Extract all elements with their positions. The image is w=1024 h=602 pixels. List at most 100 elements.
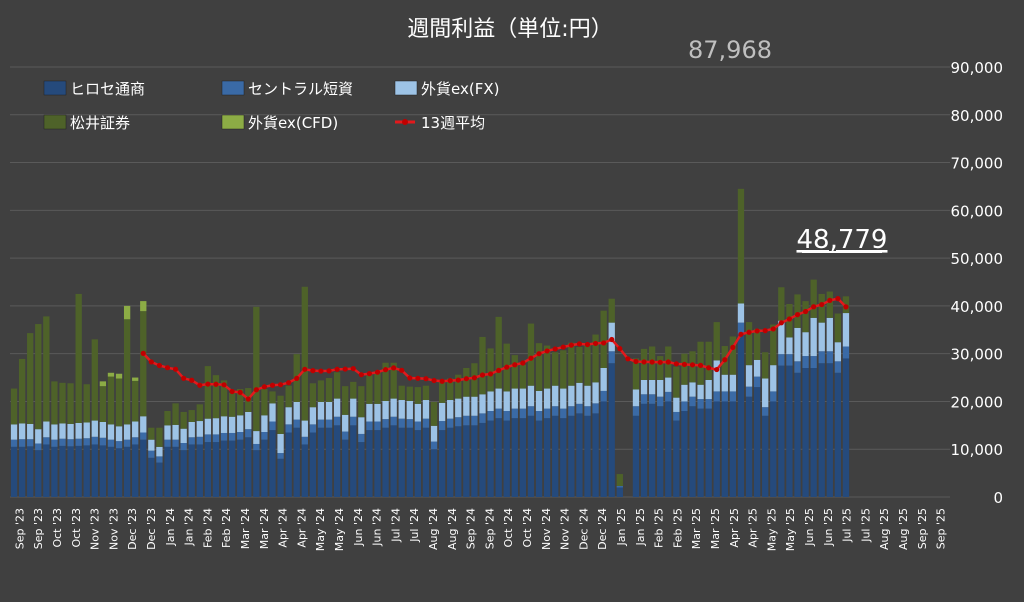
bar-segment bbox=[818, 293, 825, 323]
moving-average-point bbox=[641, 359, 647, 365]
bar-segment bbox=[657, 406, 664, 497]
bar-segment bbox=[27, 333, 34, 424]
bar-segment bbox=[600, 368, 607, 391]
x-tick-label: Jul '24 bbox=[408, 508, 421, 543]
bar-segment bbox=[487, 411, 494, 421]
bar-segment bbox=[689, 406, 696, 497]
bar-segment bbox=[333, 372, 341, 399]
bar-segment bbox=[18, 446, 26, 497]
moving-average-point bbox=[302, 366, 308, 372]
bar-segment bbox=[75, 422, 82, 439]
bar-segment bbox=[180, 428, 187, 444]
moving-average-point bbox=[431, 377, 437, 384]
bar-segment bbox=[293, 427, 300, 497]
x-tick-label: Mar '24 bbox=[258, 508, 271, 549]
bar-segment bbox=[430, 401, 438, 426]
bar-segment bbox=[253, 431, 260, 444]
moving-average-point bbox=[205, 381, 211, 387]
bar-segment bbox=[366, 403, 373, 422]
x-tick-label: Feb '24 bbox=[220, 508, 233, 548]
bar-segment bbox=[576, 382, 583, 404]
moving-average-point bbox=[471, 375, 478, 381]
moving-average-point bbox=[568, 342, 574, 348]
bar-segment bbox=[762, 352, 769, 379]
bar-segment bbox=[737, 303, 745, 323]
bar-segment bbox=[156, 456, 163, 463]
legend-swatch bbox=[221, 80, 245, 96]
moving-average-point bbox=[496, 367, 502, 373]
bar-segment bbox=[818, 363, 825, 497]
moving-average-point bbox=[269, 382, 276, 388]
moving-average-point bbox=[197, 382, 203, 388]
x-tick-label: May '25 bbox=[784, 508, 797, 551]
x-tick-label: Mar '24 bbox=[239, 508, 252, 549]
bar-segment bbox=[487, 420, 494, 497]
bar-segment bbox=[123, 305, 131, 320]
moving-average-point bbox=[382, 367, 389, 373]
bar-segment bbox=[220, 416, 228, 433]
bars bbox=[10, 188, 850, 497]
bar-segment bbox=[632, 358, 640, 390]
bar-segment bbox=[600, 310, 607, 368]
x-tick-label: Aug '24 bbox=[427, 508, 440, 550]
bar-segment bbox=[212, 442, 220, 497]
moving-average-point bbox=[714, 366, 720, 373]
bar-segment bbox=[342, 431, 349, 440]
bar-segment bbox=[705, 379, 712, 400]
bar-segment bbox=[729, 336, 737, 375]
bar-segment bbox=[414, 421, 422, 431]
x-tick-label: Mar '25 bbox=[709, 508, 722, 549]
bar-segment bbox=[673, 397, 680, 412]
bar-segment bbox=[269, 391, 276, 404]
bar-segment bbox=[753, 376, 761, 388]
bar-segment bbox=[115, 441, 123, 449]
bar-segment bbox=[382, 362, 389, 401]
bar-segment bbox=[107, 439, 115, 447]
moving-average-point bbox=[811, 304, 817, 310]
bar-segment bbox=[608, 298, 615, 323]
y-tick-label: 10,000 bbox=[951, 441, 1004, 459]
bar-segment bbox=[519, 388, 527, 409]
bar-segment bbox=[51, 381, 58, 425]
bar-segment bbox=[665, 401, 672, 497]
bar-segment bbox=[786, 337, 793, 355]
bar-segment bbox=[220, 440, 228, 497]
moving-average-point bbox=[520, 360, 526, 366]
bar-segment bbox=[568, 385, 575, 407]
bar-segment bbox=[552, 415, 559, 497]
moving-average-point bbox=[261, 384, 268, 390]
bar-segment bbox=[10, 424, 18, 440]
moving-average-point bbox=[722, 357, 728, 363]
moving-average-point bbox=[560, 344, 566, 350]
moving-average-point bbox=[342, 366, 348, 372]
x-tick-label: Oct '24 bbox=[502, 508, 515, 548]
bar-segment bbox=[107, 372, 115, 377]
bar-segment bbox=[188, 444, 195, 497]
bar-segment bbox=[212, 434, 220, 443]
bar-segment bbox=[786, 354, 793, 366]
bar-segment bbox=[745, 322, 753, 366]
bar-segment bbox=[43, 421, 50, 438]
x-tick-label: Jul '24 bbox=[389, 508, 402, 543]
x-tick-label: May '24 bbox=[314, 508, 327, 551]
bar-segment bbox=[479, 336, 486, 395]
y-tick-label: 70,000 bbox=[951, 155, 1004, 173]
x-tick-label: Sep '24 bbox=[483, 508, 496, 549]
bar-segment bbox=[584, 415, 591, 497]
bar-segment bbox=[204, 418, 212, 435]
bar-segment bbox=[584, 385, 591, 407]
bar-segment bbox=[552, 352, 559, 386]
bar-segment bbox=[91, 444, 98, 497]
bar-segment bbox=[358, 442, 365, 497]
moving-average-point bbox=[633, 358, 639, 365]
x-tick-label: Oct '23 bbox=[51, 508, 64, 548]
moving-average-line bbox=[140, 296, 849, 402]
bar-segment bbox=[810, 279, 817, 318]
x-tick-label: Jun '24 bbox=[352, 508, 365, 547]
bar-segment bbox=[705, 399, 712, 409]
legend-label: セントラル短資 bbox=[248, 80, 353, 98]
bar-segment bbox=[35, 429, 42, 444]
bar-segment bbox=[164, 446, 171, 497]
x-tick-label: Feb '25 bbox=[653, 508, 666, 548]
